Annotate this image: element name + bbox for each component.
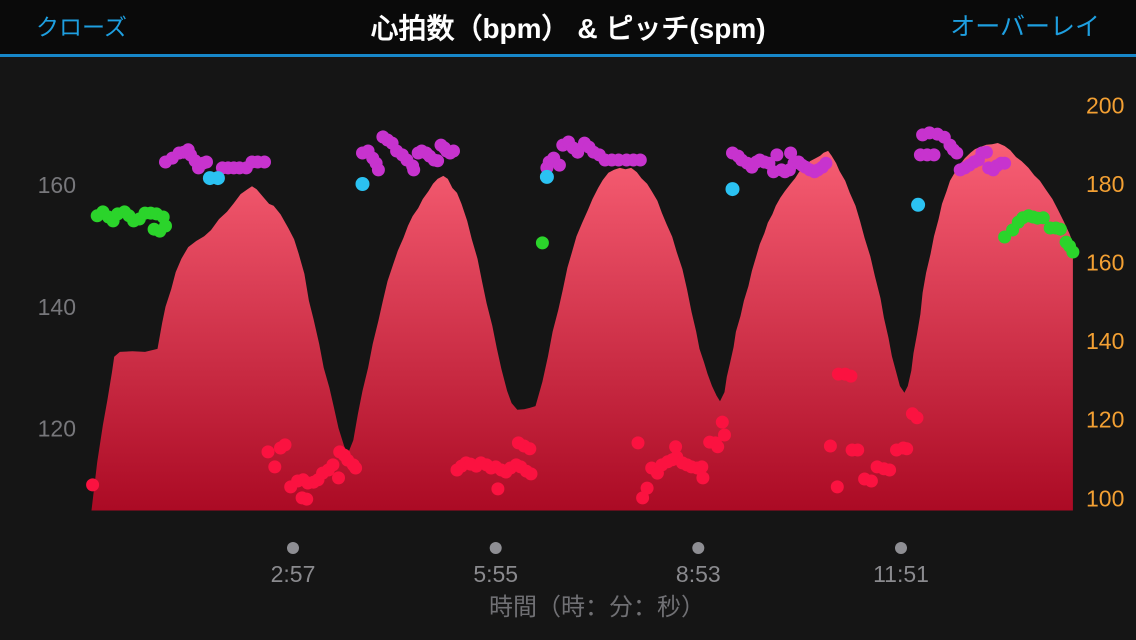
svg-text:160: 160 (1086, 250, 1124, 276)
overlay-button[interactable]: オーバーレイ (950, 12, 1100, 41)
svg-text:5:55: 5:55 (473, 561, 518, 587)
close-button[interactable]: クローズ (36, 13, 127, 40)
svg-text:140: 140 (1086, 328, 1124, 354)
pitch-spm-low-dots (86, 367, 924, 506)
svg-text:120: 120 (1086, 407, 1124, 433)
svg-text:8:53: 8:53 (676, 561, 721, 587)
left-axis-labels: 160 140 120 (38, 172, 76, 442)
svg-text:2:57: 2:57 (271, 561, 316, 587)
svg-text:120: 120 (38, 416, 76, 442)
x-axis-ticks: 2:57 5:55 8:53 11:51 (271, 542, 929, 587)
cyan-marker-spm-dots (202, 169, 926, 212)
right-axis-labels: 200 180 160 140 120 100 (1086, 92, 1124, 511)
x-axis-title: 時間（時：分：秒） (489, 594, 705, 621)
green-marker-spm-dots (90, 205, 1080, 259)
svg-text:200: 200 (1086, 92, 1124, 118)
svg-text:140: 140 (38, 294, 76, 320)
svg-text:11:51: 11:51 (873, 561, 929, 587)
pitch-spm-high-dots (159, 126, 1012, 179)
svg-text:180: 180 (1086, 171, 1124, 197)
heart-rate-area (91, 143, 1073, 511)
svg-text:100: 100 (1086, 485, 1124, 511)
header-bar: クローズ 心拍数（bpm） & ピッチ(spm) オーバーレイ (0, 0, 1136, 57)
page-title: 心拍数（bpm） & ピッチ(spm) (370, 13, 766, 44)
svg-text:160: 160 (38, 172, 76, 198)
